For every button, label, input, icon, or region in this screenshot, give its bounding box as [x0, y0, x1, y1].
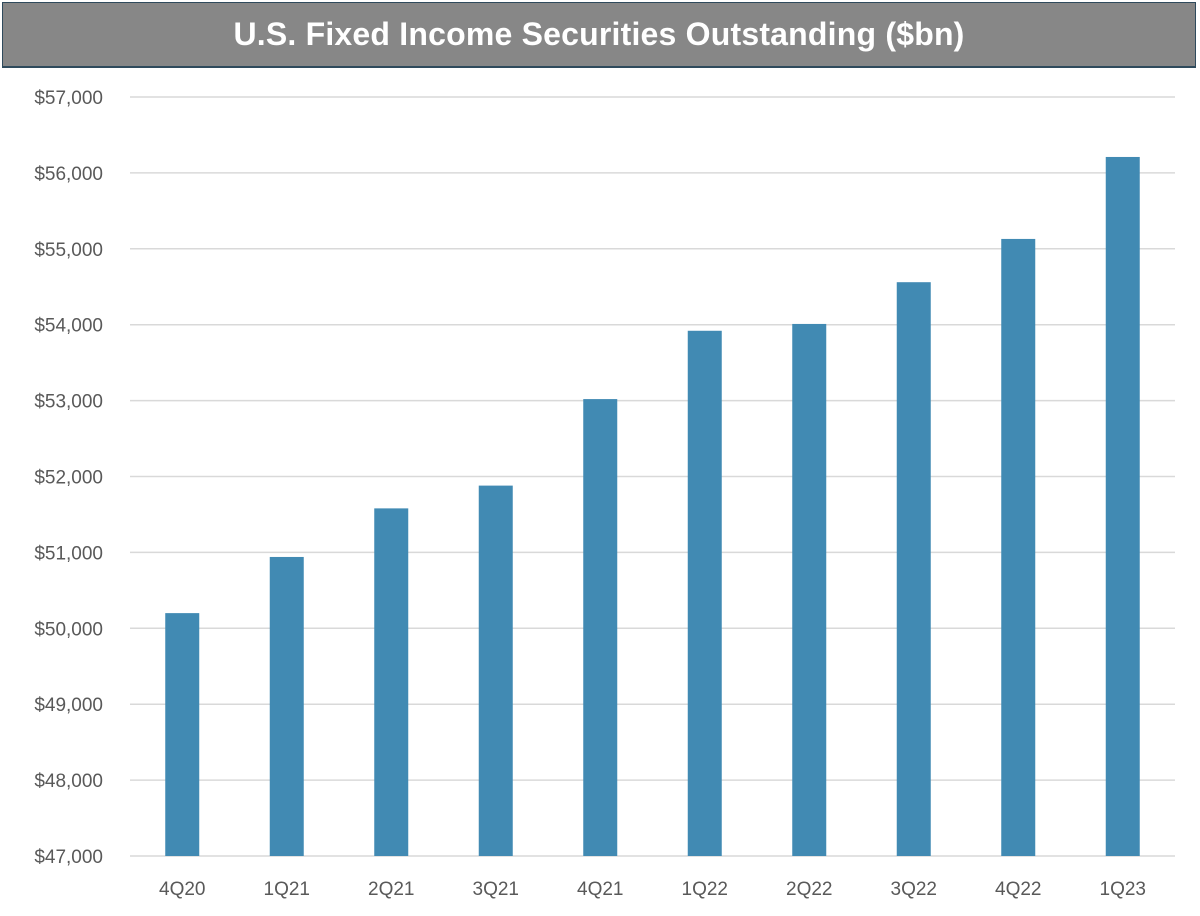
bar-4q20	[165, 613, 200, 856]
bar-2q21	[374, 508, 409, 856]
x-tick-label: 1Q22	[682, 879, 728, 900]
x-tick-label: 3Q22	[891, 879, 937, 900]
chart-title: U.S. Fixed Income Securities Outstanding…	[233, 16, 965, 52]
x-tick-label: 2Q21	[368, 879, 414, 900]
y-tick-label: $54,000	[34, 316, 103, 337]
bar-3q21	[478, 485, 513, 856]
bar-3q22	[896, 282, 931, 856]
x-tick-label: 1Q23	[1100, 879, 1146, 900]
x-tick-label: 2Q22	[786, 879, 832, 900]
x-tick-label: 4Q21	[577, 879, 623, 900]
y-tick-label: $47,000	[34, 847, 103, 868]
x-tick-label: 1Q21	[264, 879, 310, 900]
y-tick-label: $53,000	[34, 392, 103, 413]
y-tick-label: $51,000	[34, 543, 103, 564]
bar-1q23	[1105, 156, 1140, 856]
bars	[165, 156, 1140, 857]
bar-1q21	[269, 556, 304, 856]
bar-1q22	[687, 330, 722, 857]
x-tick-label: 4Q22	[995, 879, 1041, 900]
chart-title-bar: U.S. Fixed Income Securities Outstanding…	[2, 2, 1196, 68]
bar-2q22	[792, 323, 827, 856]
y-tick-label: $50,000	[34, 619, 103, 640]
y-tick-label: $48,000	[34, 771, 103, 792]
y-tick-label: $56,000	[34, 164, 103, 185]
bar-4q22	[1001, 238, 1036, 857]
y-tick-label: $55,000	[34, 240, 103, 261]
bar-4q21	[583, 399, 618, 856]
x-axis-ticks: 4Q20 1Q21 2Q21 3Q21 4Q21 1Q22 2Q22 3Q22 4Q22 1Q23	[159, 879, 1146, 900]
y-tick-label: $49,000	[34, 695, 103, 716]
x-tick-label: 4Q20	[159, 879, 205, 900]
y-tick-label: $57,000	[34, 88, 103, 109]
y-tick-label: $52,000	[34, 468, 103, 489]
gridlines	[130, 96, 1175, 857]
x-tick-label: 3Q21	[473, 879, 519, 900]
y-axis-ticks: $47,000 $48,000 $49,000 $50,000 $51,000 $52,0…	[34, 88, 103, 868]
